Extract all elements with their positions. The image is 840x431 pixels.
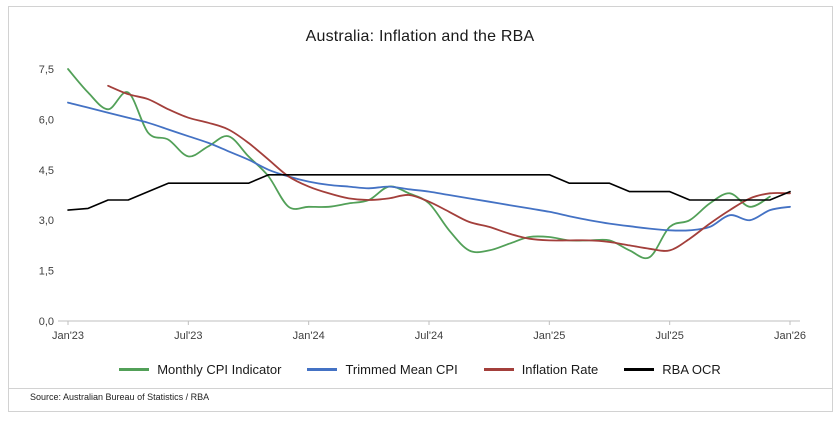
source-text: Source: Australian Bureau of Statistics … (30, 392, 210, 402)
x-tick-label: Jul'23 (174, 330, 202, 342)
x-tick-label: Jan'26 (774, 330, 806, 342)
x-tick-label: Jan'24 (293, 330, 325, 342)
y-tick-label: 4,5 (39, 165, 54, 177)
y-tick-label: 3,0 (39, 215, 54, 227)
y-tick-label: 1,5 (39, 266, 54, 278)
chart-legend: Monthly CPI Indicator Trimmed Mean CPI Inf… (0, 358, 840, 380)
legend-swatch-inflation-rate (483, 367, 514, 371)
legend-label-trimmed-mean-cpi: Trimmed Mean CPI (345, 361, 458, 377)
chart-title: Australia: Inflation and the RBA (305, 28, 535, 45)
legend-label-inflation-rate: Inflation Rate (521, 361, 599, 377)
legend-label-rba-ocr: RBA OCR (662, 361, 721, 377)
y-tick-label: 7,5 (39, 64, 54, 76)
x-tick-label: Jul'25 (655, 330, 683, 342)
series-line-rba-ocr (67, 174, 791, 211)
legend-swatch-rba-ocr (624, 367, 655, 371)
x-tick-label: Jan'23 (52, 330, 84, 342)
x-tick-label: Jul'24 (415, 330, 443, 342)
x-tick-label: Jan'25 (533, 330, 565, 342)
y-tick-label: 0,0 (39, 316, 54, 328)
legend-item-inflation-rate: Inflation Rate (483, 361, 599, 377)
legend-label-monthly-cpi-indicator: Monthly CPI Indicator (157, 361, 282, 377)
y-tick-label: 6,0 (39, 114, 54, 126)
legend-item-monthly-cpi-indicator: Monthly CPI Indicator (119, 362, 281, 377)
footer-divider (8, 388, 833, 389)
legend-swatch-monthly-cpi-indicator (119, 367, 150, 371)
legend-swatch-trimmed-mean-cpi (307, 367, 338, 371)
chart-frame (8, 6, 833, 412)
legend-item-trimmed-mean-cpi: Trimmed Mean CPI (307, 361, 458, 377)
series-line-inflation-rate (107, 84, 791, 252)
series-line-trimmed-mean-cpi (67, 101, 791, 232)
legend-item-rba-ocr: RBA OCR (624, 362, 721, 377)
